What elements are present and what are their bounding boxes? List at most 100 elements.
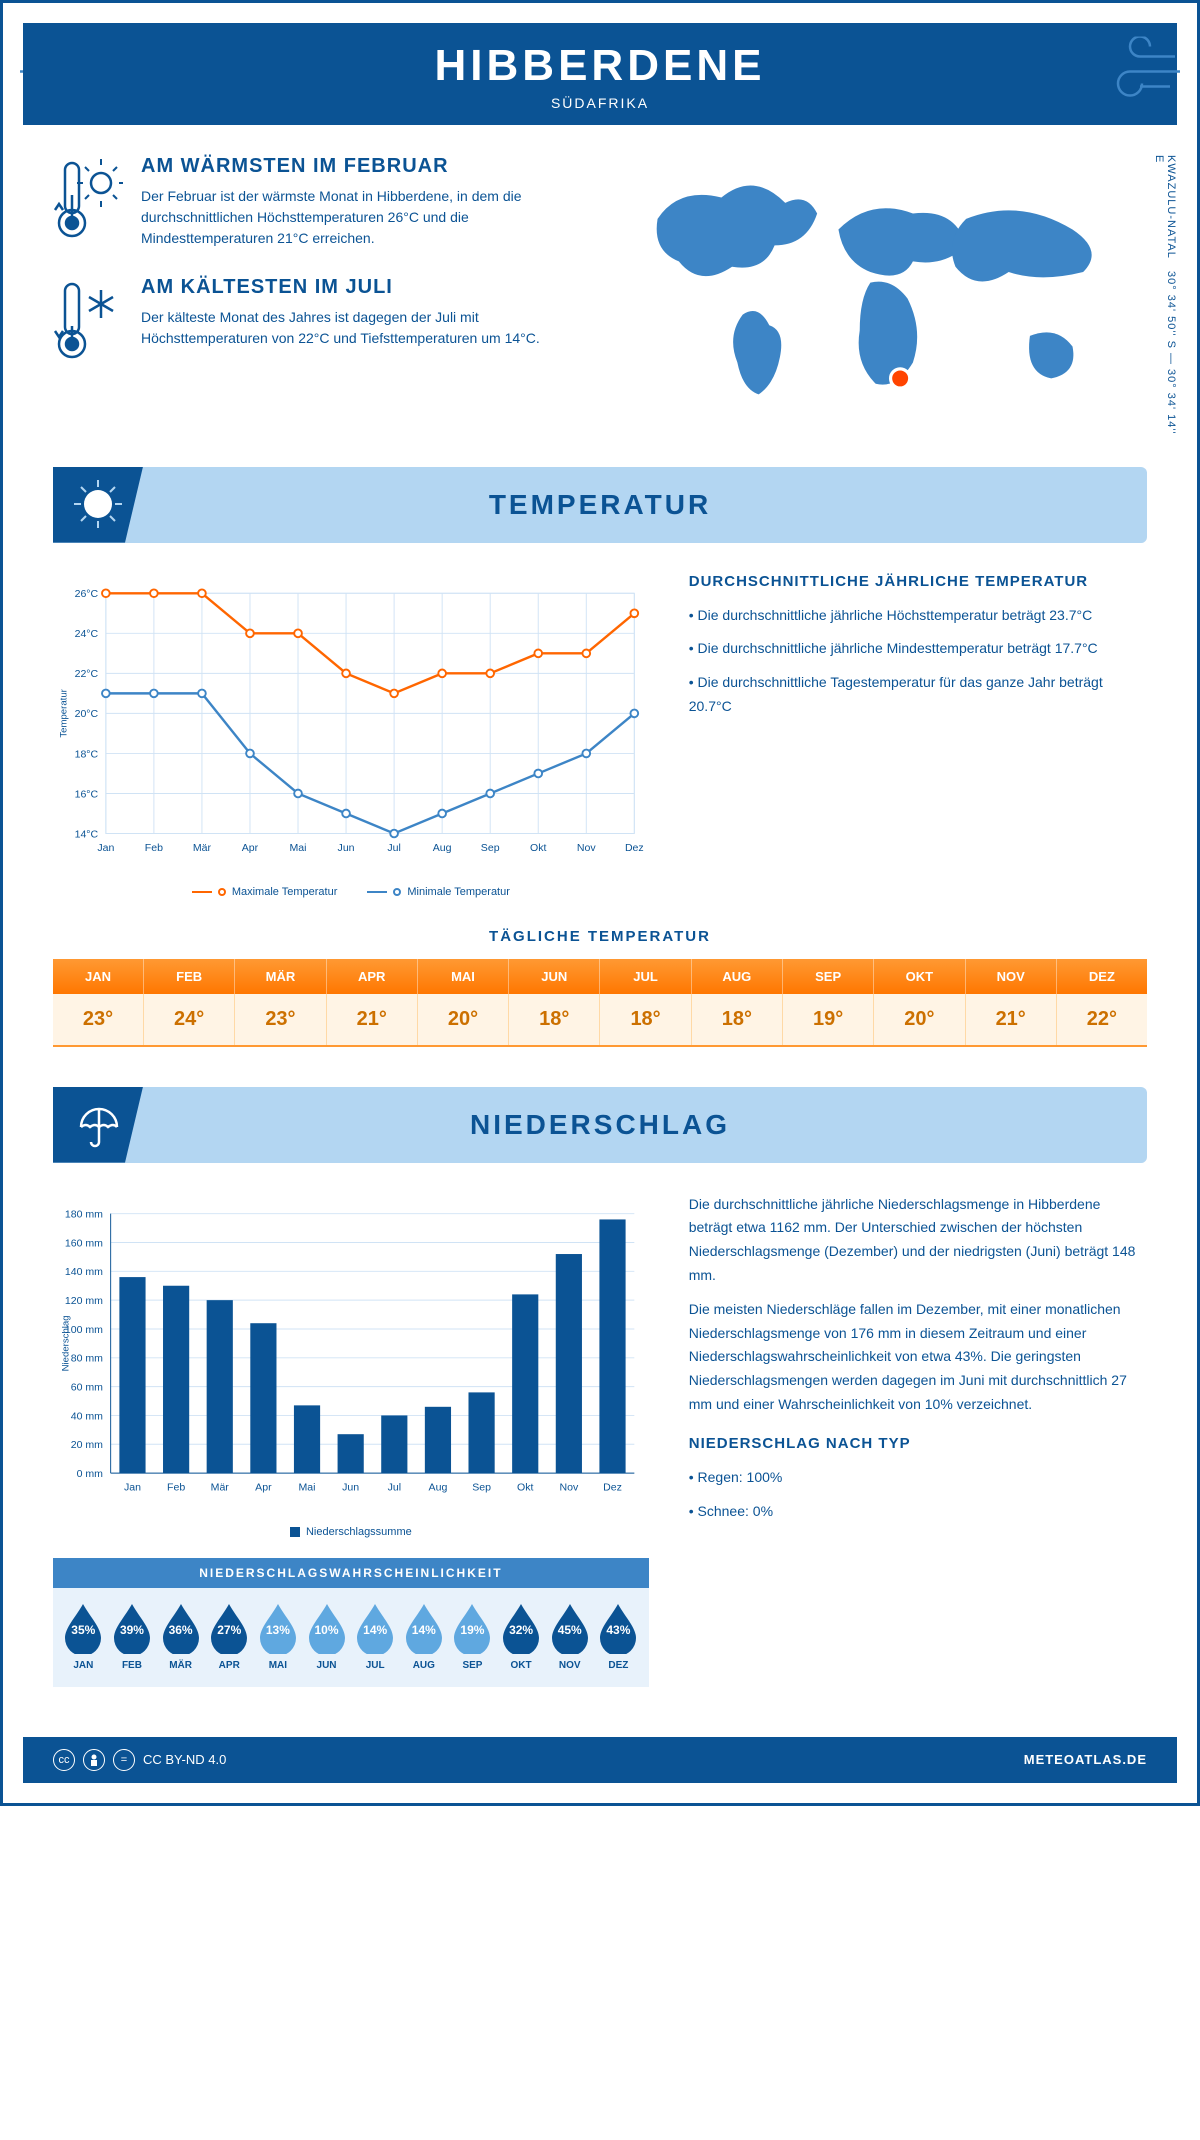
fact-coldest: AM KÄLTESTEN IM JULI Der kälteste Monat … [53, 276, 585, 371]
svg-text:40 mm: 40 mm [71, 1410, 103, 1422]
svg-text:16°C: 16°C [75, 788, 99, 800]
svg-text:Feb: Feb [145, 841, 163, 853]
svg-text:Sep: Sep [481, 841, 500, 853]
svg-text:18°C: 18°C [75, 748, 99, 760]
svg-text:Mai: Mai [299, 1481, 316, 1493]
fact-cold-text: Der kälteste Monat des Jahres ist dagege… [141, 307, 585, 349]
svg-text:Jul: Jul [387, 841, 400, 853]
month-header: MAI [417, 959, 508, 994]
svg-text:Sep: Sep [472, 1481, 491, 1493]
month-header: APR [326, 959, 417, 994]
precip-probability-panel: NIEDERSCHLAGSWAHRSCHEINLICHKEIT 35%JAN39… [53, 1558, 649, 1687]
daily-temp-cell: 24° [144, 994, 235, 1046]
fact-cold-title: AM KÄLTESTEN IM JULI [141, 276, 585, 299]
daily-temp-cell: 23° [235, 994, 326, 1046]
header: HIBBERDENE SÜDAFRIKA [23, 23, 1177, 125]
precip-drop: 14%JUL [351, 1602, 400, 1671]
daily-temp-cell: 21° [965, 994, 1056, 1046]
daily-temp-cell: 19° [782, 994, 873, 1046]
month-header: MÄR [235, 959, 326, 994]
precip-drop: 35%JAN [59, 1602, 108, 1671]
month-header: AUG [691, 959, 782, 994]
thermometer-snow-icon [53, 276, 123, 371]
daily-temp-cell: 21° [326, 994, 417, 1046]
coordinates: KWAZULU-NATAL 30° 34' 50'' S — 30° 34' 1… [1153, 155, 1177, 437]
wind-icon-right [1095, 37, 1185, 112]
daily-temp-cell: 20° [874, 994, 965, 1046]
precip-drop: 43%DEZ [594, 1602, 643, 1671]
svg-text:Okt: Okt [530, 841, 546, 853]
month-header: DEZ [1056, 959, 1147, 994]
svg-text:Mai: Mai [290, 841, 307, 853]
precip-drop: 14%AUG [399, 1602, 448, 1671]
nd-icon: = [113, 1749, 135, 1771]
page-title: HIBBERDENE [23, 41, 1177, 91]
precip-type-line: • Regen: 100% [689, 1466, 1147, 1490]
svg-text:Aug: Aug [433, 841, 452, 853]
precip-drop: 45%NOV [545, 1602, 594, 1671]
svg-text:24°C: 24°C [75, 628, 99, 640]
svg-text:Aug: Aug [429, 1481, 448, 1493]
svg-text:Feb: Feb [167, 1481, 185, 1493]
svg-text:0 mm: 0 mm [77, 1468, 104, 1480]
svg-text:180 mm: 180 mm [65, 1208, 103, 1220]
svg-text:20°C: 20°C [75, 708, 99, 720]
temp-bullet: • Die durchschnittliche jährliche Mindes… [689, 637, 1147, 661]
sun-icon [53, 467, 143, 543]
by-icon [83, 1749, 105, 1771]
svg-text:Mär: Mär [211, 1481, 230, 1493]
daily-temp-table: JANFEBMÄRAPRMAIJUNJULAUGSEPOKTNOVDEZ 23°… [53, 959, 1147, 1047]
temp-bullet: • Die durchschnittliche jährliche Höchst… [689, 604, 1147, 628]
svg-text:Temperatur: Temperatur [58, 688, 69, 737]
svg-text:20 mm: 20 mm [71, 1439, 103, 1451]
svg-text:120 mm: 120 mm [65, 1295, 103, 1307]
precip-drop: 39%FEB [108, 1602, 157, 1671]
section-precipitation: NIEDERSCHLAG [53, 1087, 1147, 1163]
svg-text:26°C: 26°C [75, 588, 99, 600]
precip-drop: 10%JUN [302, 1602, 351, 1671]
svg-text:Jan: Jan [97, 841, 114, 853]
svg-text:Jun: Jun [338, 841, 355, 853]
svg-text:Okt: Okt [517, 1481, 533, 1493]
temp-bullet: • Die durchschnittliche Tagestemperatur … [689, 671, 1147, 719]
legend-item: Minimale Temperatur [367, 886, 510, 898]
precip-drop: 19%SEP [448, 1602, 497, 1671]
svg-text:Jan: Jan [124, 1481, 141, 1493]
daily-temp-cell: 22° [1056, 994, 1147, 1046]
svg-text:Apr: Apr [242, 841, 259, 853]
daily-temp-cell: 20° [417, 994, 508, 1046]
month-header: JUN [509, 959, 600, 994]
precipitation-bar-chart: 0 mm20 mm40 mm60 mm80 mm100 mm120 mm140 … [53, 1193, 649, 1538]
svg-text:Jul: Jul [388, 1481, 401, 1493]
daily-temp-title: TÄGLICHE TEMPERATUR [53, 928, 1147, 945]
svg-text:80 mm: 80 mm [71, 1352, 103, 1364]
cc-icon: cc [53, 1749, 75, 1771]
precipitation-summary: Die durchschnittliche jährliche Niedersc… [689, 1193, 1147, 1687]
month-header: OKT [874, 959, 965, 994]
svg-text:160 mm: 160 mm [65, 1237, 103, 1249]
month-header: FEB [144, 959, 235, 994]
page-subtitle: SÜDAFRIKA [23, 95, 1177, 111]
svg-text:Apr: Apr [255, 1481, 272, 1493]
temperature-line-chart: 14°C16°C18°C20°C22°C24°C26°CJanFebMärApr… [53, 573, 649, 898]
fact-warmest: AM WÄRMSTEN IM FEBRUAR Der Februar ist d… [53, 155, 585, 250]
fact-warm-title: AM WÄRMSTEN IM FEBRUAR [141, 155, 585, 178]
svg-text:Dez: Dez [603, 1481, 622, 1493]
svg-text:22°C: 22°C [75, 668, 99, 680]
umbrella-icon [53, 1087, 143, 1163]
svg-text:Niederschlag: Niederschlag [60, 1315, 71, 1371]
svg-text:Nov: Nov [577, 841, 596, 853]
daily-temp-cell: 18° [600, 994, 691, 1046]
section-temperature: TEMPERATUR [53, 467, 1147, 543]
svg-text:Mär: Mär [193, 841, 212, 853]
fact-warm-text: Der Februar ist der wärmste Monat in Hib… [141, 186, 585, 249]
precip-type-line: • Schnee: 0% [689, 1500, 1147, 1524]
thermometer-sun-icon [53, 155, 123, 250]
legend-item: Maximale Temperatur [192, 886, 338, 898]
month-header: NOV [965, 959, 1056, 994]
license-text: CC BY-ND 4.0 [143, 1752, 226, 1767]
precip-drop: 13%MAI [254, 1602, 303, 1671]
precip-drop: 27%APR [205, 1602, 254, 1671]
world-map: KWAZULU-NATAL 30° 34' 50'' S — 30° 34' 1… [615, 155, 1147, 437]
daily-temp-cell: 23° [53, 994, 144, 1046]
